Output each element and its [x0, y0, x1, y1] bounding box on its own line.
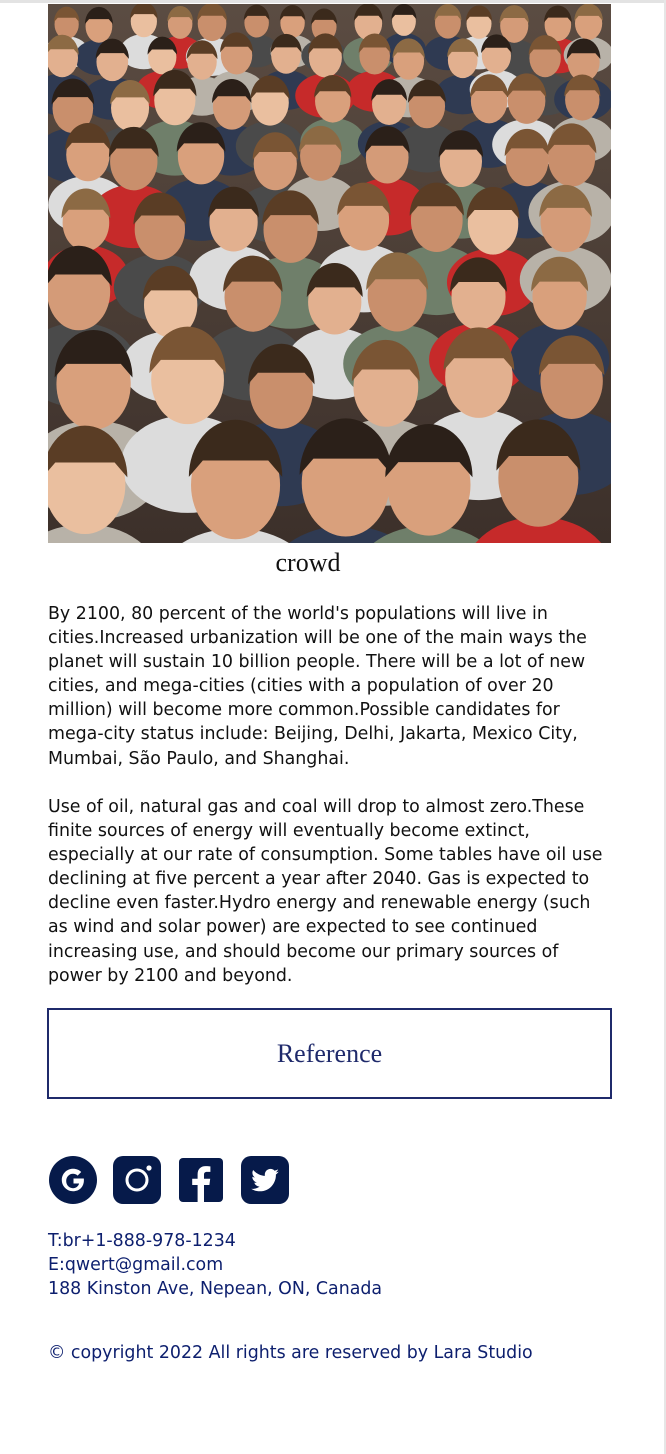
contact-info: T:br+1-888-978-1234 E:qwert@gmail.com 18… [48, 1229, 382, 1301]
reference-button[interactable]: Reference [47, 1008, 612, 1099]
phone-number[interactable]: T:br+1-888-978-1234 [48, 1231, 236, 1251]
facebook-icon[interactable] [176, 1155, 226, 1205]
crowd-photo [48, 4, 611, 543]
twitter-icon[interactable] [240, 1155, 290, 1205]
instagram-icon[interactable] [112, 1155, 162, 1205]
social-links [48, 1155, 290, 1205]
photo-caption: crowd [275, 548, 341, 577]
copyright-notice: © copyright 2022 All rights are reserved… [48, 1343, 533, 1363]
scrollbar-track[interactable] [664, 0, 666, 1454]
google-icon[interactable] [48, 1155, 98, 1205]
email-address[interactable]: E:qwert@gmail.com [48, 1255, 224, 1275]
top-border [0, 0, 666, 3]
article-paragraph-1: By 2100, 80 percent of the world's popul… [48, 604, 587, 769]
postal-address: 188 Kinston Ave, Nepean, ON, Canada [48, 1279, 383, 1299]
article-paragraph-2: Use of oil, natural gas and coal will dr… [48, 797, 603, 986]
